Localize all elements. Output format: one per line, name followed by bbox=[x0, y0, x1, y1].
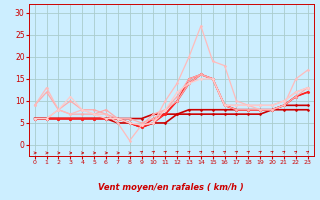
Text: Vent moyen/en rafales ( km/h ): Vent moyen/en rafales ( km/h ) bbox=[98, 183, 244, 192]
